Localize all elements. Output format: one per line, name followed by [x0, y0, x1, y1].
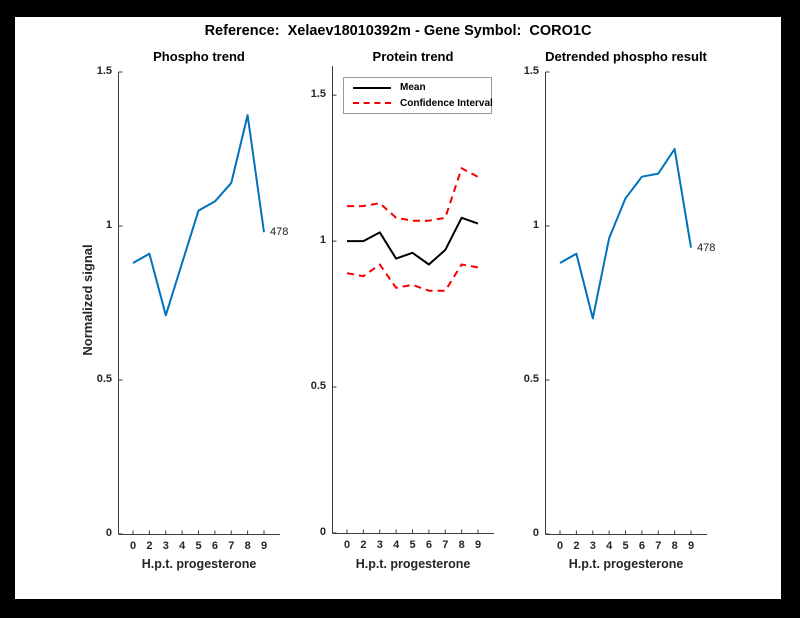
subplot-svg-1 [332, 66, 494, 534]
x-tick-label: 9 [687, 540, 695, 552]
subplot-svg-2 [545, 71, 707, 535]
y-tick-label: 1.5 [310, 88, 326, 101]
x-tick-label: 3 [589, 540, 596, 552]
legend-mean-line-sample [353, 86, 391, 89]
x-tick-label: 0 [343, 539, 351, 551]
legend-ci-line-sample [353, 102, 391, 105]
x-tick-label: 8 [244, 540, 251, 552]
series-line-phospho-signal [132, 114, 265, 317]
x-tick-label: 8 [458, 539, 465, 551]
x-tick-label: 5 [622, 540, 629, 552]
series-line-confidence-interval-upper [347, 167, 479, 222]
x-tick-label: 5 [195, 540, 202, 552]
legend-row-ci: Confidence Interval [353, 97, 493, 109]
legend-row-mean: Mean [353, 82, 491, 93]
subplot-svg-0 [118, 71, 280, 535]
subplot-phospho-plot-area [118, 71, 280, 535]
subplot-protein-title: Protein trend [372, 49, 454, 64]
subplot-protein-xlabel: H.p.t. progesterone [355, 557, 471, 571]
x-tick-label: 7 [228, 540, 235, 552]
y-tick-label: 0.5 [310, 380, 326, 393]
x-tick-label: 4 [393, 539, 400, 551]
y-tick-label: 0 [532, 527, 539, 539]
x-tick-label: 8 [671, 540, 678, 552]
y-tick-label: 0 [105, 527, 112, 539]
end-label-detrended: 478 [697, 241, 716, 254]
x-tick-label: 3 [162, 540, 169, 552]
legend-label-ci: Confidence Interval [400, 97, 493, 109]
figure-title: Reference: Xelaev18010392m - Gene Symbol… [204, 23, 592, 39]
x-tick-label: 9 [260, 540, 268, 552]
series-line-confidence-interval-lower [346, 263, 479, 292]
x-tick-label: 4 [606, 540, 613, 552]
x-tick-label: 6 [425, 539, 432, 551]
x-tick-label: 4 [179, 540, 186, 552]
subplot-detrended-title: Detrended phospho result [545, 49, 707, 64]
legend-label-mean: Mean [400, 82, 426, 94]
x-tick-label: 2 [360, 539, 367, 551]
y-tick-label: 0.5 [96, 373, 112, 385]
x-tick-label: 0 [556, 540, 564, 552]
x-tick-label: 7 [655, 540, 662, 552]
y-tick-label: 1.5 [96, 65, 112, 77]
y-tick-label: 1 [105, 219, 112, 231]
series-line-detrended-phospho-signal [559, 148, 692, 320]
subplot-phospho-title: Phospho trend [153, 49, 245, 64]
subplot-phospho-xlabel: H.p.t. progesterone [141, 557, 257, 571]
y-tick-label: 1.5 [523, 65, 539, 77]
x-tick-label: 0 [129, 540, 137, 552]
y-tick-label: 1 [532, 219, 539, 231]
x-tick-label: 9 [474, 539, 482, 551]
x-tick-label: 3 [376, 539, 383, 551]
legend: Mean Confidence Interval [343, 77, 493, 114]
x-tick-label: 2 [146, 540, 153, 552]
x-tick-label: 7 [442, 539, 449, 551]
series-line-mean [347, 216, 479, 266]
y-tick-label: 1 [319, 234, 326, 247]
y-tick-label: 0 [319, 526, 326, 538]
subplot-detrended-xlabel: H.p.t. progesterone [568, 557, 684, 571]
end-label-phospho: 478 [270, 226, 289, 239]
subplot-detrended-plot-area [545, 71, 707, 535]
x-tick-label: 2 [573, 540, 580, 552]
figure-canvas: Reference: Xelaev18010392m - Gene Symbol… [15, 17, 781, 599]
x-tick-label: 6 [638, 540, 645, 552]
x-tick-label: 6 [211, 540, 218, 552]
x-tick-label: 5 [409, 539, 416, 551]
subplot-protein-plot-area [332, 66, 494, 534]
y-tick-label: 0.5 [523, 373, 539, 385]
